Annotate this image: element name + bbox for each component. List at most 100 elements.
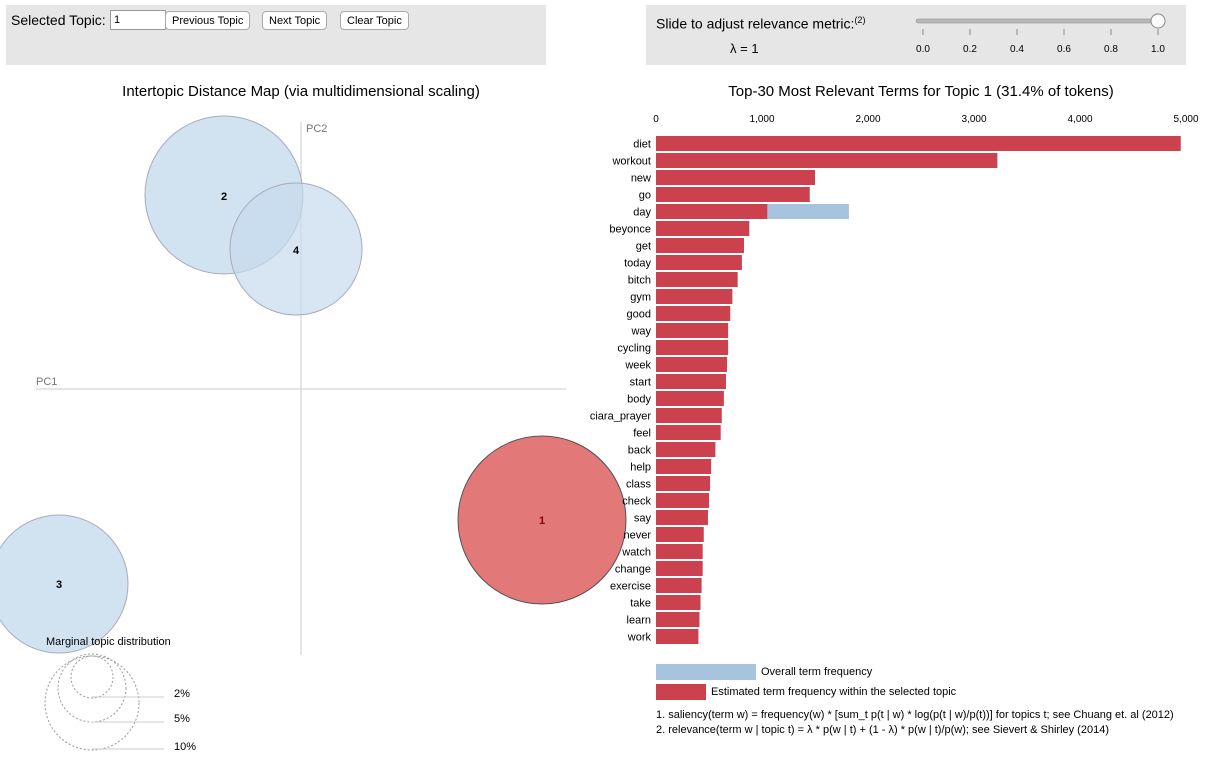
relevance-slider[interactable]: 0.0 0.2 0.4 0.6 0.8 1.0 bbox=[906, 7, 1176, 62]
relevance-note: 2. relevance(term w | topic t) = λ * p(w… bbox=[656, 724, 1109, 736]
term-label-change[interactable]: change bbox=[615, 564, 651, 576]
bar-estimated-today[interactable] bbox=[656, 255, 742, 270]
saliency-note: 1. saliency(term w) = frequency(w) * [su… bbox=[656, 709, 1174, 721]
term-label-watch[interactable]: watch bbox=[621, 547, 651, 559]
term-label-learn[interactable]: learn bbox=[627, 615, 651, 627]
bar-estimated-ciara_prayer[interactable] bbox=[656, 408, 722, 423]
term-label-ciara_prayer[interactable]: ciara_prayer bbox=[590, 411, 651, 423]
marginal-circle-10pct bbox=[44, 655, 140, 751]
bar-estimated-way[interactable] bbox=[656, 323, 729, 338]
bar-estimated-say[interactable] bbox=[656, 510, 708, 525]
x-tick-label: 2,000 bbox=[855, 114, 880, 125]
legend-label-estimated: Estimated term frequency within the sele… bbox=[711, 686, 957, 698]
term-label-check[interactable]: check bbox=[622, 496, 651, 508]
term-label-say[interactable]: say bbox=[634, 513, 652, 525]
bar-estimated-good[interactable] bbox=[656, 306, 731, 321]
slider-knob[interactable] bbox=[1150, 13, 1166, 29]
pc2-label: PC2 bbox=[306, 123, 327, 135]
bar-estimated-workout[interactable] bbox=[656, 153, 998, 168]
marginal-label-10pct: 10% bbox=[174, 741, 196, 753]
topic-circle-1[interactable] bbox=[457, 435, 627, 605]
bar-estimated-cycling[interactable] bbox=[656, 340, 729, 355]
legend-swatch-estimated bbox=[656, 684, 706, 700]
bar-estimated-body[interactable] bbox=[656, 391, 724, 406]
x-tick-label: 3,000 bbox=[961, 114, 986, 125]
term-label-class[interactable]: class bbox=[626, 479, 652, 491]
term-label-good[interactable]: good bbox=[627, 309, 651, 321]
bar-estimated-start[interactable] bbox=[656, 374, 726, 389]
bar-chart-x-axis: 0 1,000 2,000 3,000 4,000 5,000 bbox=[653, 114, 1199, 125]
bar-estimated-diet[interactable] bbox=[656, 136, 1181, 151]
term-label-feel[interactable]: feel bbox=[633, 428, 651, 440]
bar-estimated-never[interactable] bbox=[656, 527, 704, 542]
pc1-label: PC1 bbox=[36, 376, 57, 388]
x-tick-label: 4,000 bbox=[1067, 114, 1092, 125]
topic-circle-3[interactable] bbox=[0, 514, 129, 654]
lambda-value: λ = 1 bbox=[730, 41, 759, 56]
term-label-day[interactable]: day bbox=[633, 207, 651, 219]
bar-estimated-get[interactable] bbox=[656, 238, 744, 253]
bar-estimated-week[interactable] bbox=[656, 357, 728, 372]
term-label-back[interactable]: back bbox=[628, 445, 652, 457]
term-label-help[interactable]: help bbox=[630, 462, 651, 474]
bar-chart-bars bbox=[656, 136, 1181, 644]
term-label-bitch[interactable]: bitch bbox=[628, 275, 651, 287]
selected-topic-label: Selected Topic: bbox=[11, 12, 106, 28]
bar-estimated-gym[interactable] bbox=[656, 289, 733, 304]
previous-topic-button[interactable]: Previous Topic bbox=[165, 11, 251, 30]
bar-estimated-work[interactable] bbox=[656, 629, 699, 644]
legend-swatch-overall bbox=[656, 664, 756, 680]
term-label-go[interactable]: go bbox=[639, 190, 651, 202]
term-label-new[interactable]: new bbox=[631, 173, 651, 185]
term-label-get[interactable]: get bbox=[636, 241, 651, 253]
x-tick-label: 5,000 bbox=[1173, 114, 1198, 125]
term-label-workout[interactable]: workout bbox=[611, 156, 651, 168]
slider-title: Slide to adjust relevance metric:(2) bbox=[656, 15, 866, 32]
bar-estimated-take[interactable] bbox=[656, 595, 701, 610]
term-label-week[interactable]: week bbox=[624, 360, 651, 372]
term-label-exercise[interactable]: exercise bbox=[610, 581, 651, 593]
bar-estimated-check[interactable] bbox=[656, 493, 709, 508]
slider-footnote: (2) bbox=[854, 15, 866, 25]
marginal-circle-2pct bbox=[70, 655, 114, 699]
next-topic-button[interactable]: Next Topic bbox=[262, 11, 328, 30]
slider-tick-label: 0.8 bbox=[1104, 44, 1118, 55]
map-title: Intertopic Distance Map (via multidimens… bbox=[122, 83, 480, 100]
term-label-start[interactable]: start bbox=[630, 377, 651, 389]
topic-circle-4[interactable] bbox=[229, 182, 363, 316]
term-label-work[interactable]: work bbox=[627, 632, 652, 644]
x-tick-label: 1,000 bbox=[749, 114, 774, 125]
clear-topic-button[interactable]: Clear Topic bbox=[340, 11, 409, 30]
selected-topic-input[interactable] bbox=[110, 10, 166, 30]
marginal-label-5pct: 5% bbox=[174, 713, 190, 725]
term-label-today[interactable]: today bbox=[624, 258, 651, 270]
legend-label-overall: Overall term frequency bbox=[761, 666, 873, 678]
term-label-take[interactable]: take bbox=[630, 598, 651, 610]
bar-estimated-new[interactable] bbox=[656, 170, 815, 185]
term-label-way[interactable]: way bbox=[630, 326, 651, 338]
bar-estimated-watch[interactable] bbox=[656, 544, 703, 559]
term-label-never[interactable]: never bbox=[623, 530, 651, 542]
bar-estimated-change[interactable] bbox=[656, 561, 703, 576]
relevance-slider-panel: Slide to adjust relevance metric:(2) λ =… bbox=[646, 5, 1186, 65]
term-label-gym[interactable]: gym bbox=[630, 292, 651, 304]
bar-estimated-day[interactable] bbox=[656, 204, 768, 219]
term-label-cycling[interactable]: cycling bbox=[617, 343, 651, 355]
bar-estimated-feel[interactable] bbox=[656, 425, 721, 440]
bar-estimated-class[interactable] bbox=[656, 476, 711, 491]
term-label-diet[interactable]: diet bbox=[633, 139, 651, 151]
term-label-beyonce[interactable]: beyonce bbox=[609, 224, 651, 236]
bar-estimated-back[interactable] bbox=[656, 442, 716, 457]
term-label-body[interactable]: body bbox=[627, 394, 651, 406]
bar-estimated-help[interactable] bbox=[656, 459, 712, 474]
bar-estimated-go[interactable] bbox=[656, 187, 810, 202]
bar-estimated-beyonce[interactable] bbox=[656, 221, 750, 236]
slider-track[interactable] bbox=[915, 18, 1159, 24]
bar-estimated-exercise[interactable] bbox=[656, 578, 702, 593]
bar-estimated-bitch[interactable] bbox=[656, 272, 738, 287]
slider-tick-label: 0.6 bbox=[1057, 44, 1071, 55]
x-tick-label: 0 bbox=[653, 114, 659, 125]
slider-tick-label: 1.0 bbox=[1151, 44, 1165, 55]
bar-estimated-learn[interactable] bbox=[656, 612, 700, 627]
